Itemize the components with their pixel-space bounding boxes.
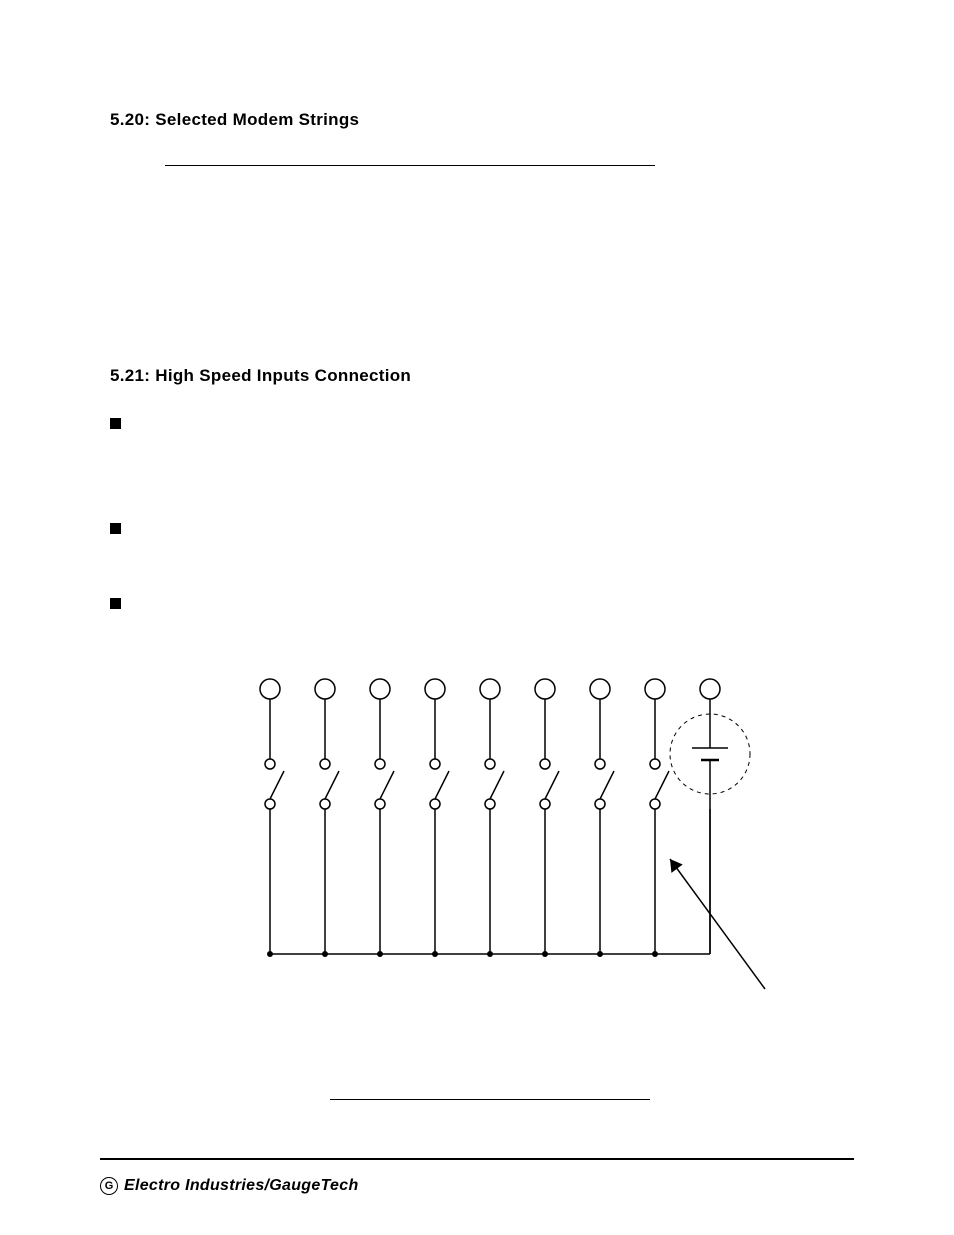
bullet-item-3 [110, 594, 844, 609]
logo-icon: G [100, 1177, 118, 1195]
bullet-item-2 [110, 519, 844, 534]
square-bullet-icon [110, 418, 121, 429]
footer-brand-text: Electro Industries/GaugeTech [124, 1177, 359, 1195]
heading-underline-1 [165, 165, 655, 166]
diagram-underline [330, 1099, 650, 1100]
section-heading-521: 5.21: High Speed Inputs Connection [110, 366, 844, 386]
square-bullet-icon [110, 598, 121, 609]
footer-rule [100, 1158, 854, 1160]
high-speed-inputs-diagram [230, 669, 830, 1069]
square-bullet-icon [110, 523, 121, 534]
section-spacer [110, 206, 844, 366]
section-heading-520: 5.20: Selected Modem Strings [110, 110, 844, 130]
logo-glyph: G [105, 1180, 114, 1192]
bullet-item-1 [110, 414, 844, 429]
circuit-svg [230, 669, 830, 1069]
footer-brand: G Electro Industries/GaugeTech [100, 1177, 359, 1195]
